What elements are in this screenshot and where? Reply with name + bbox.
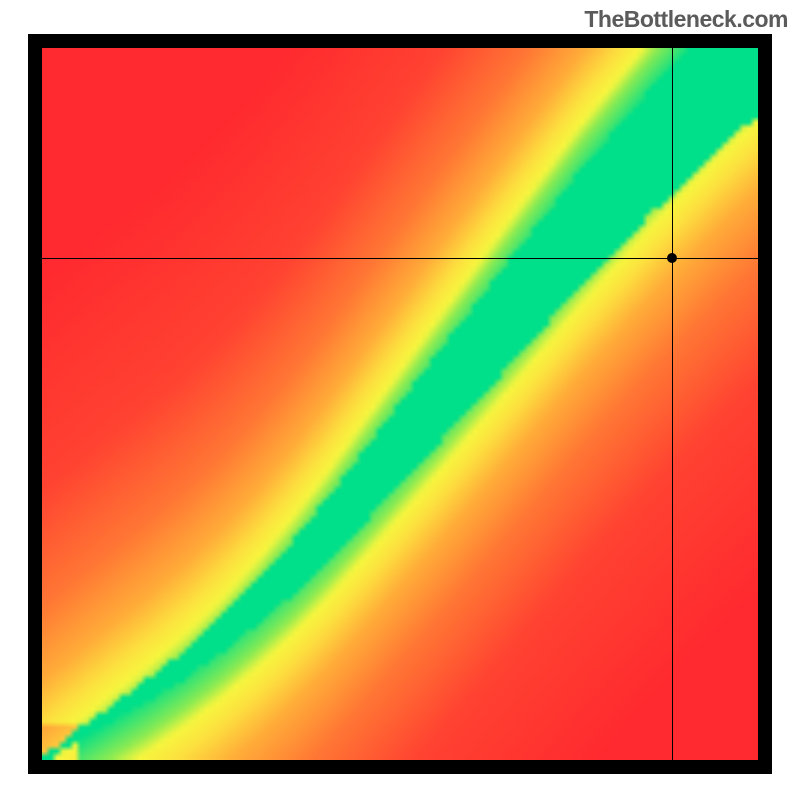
attribution-text: TheBottleneck.com [584, 6, 788, 33]
heatmap-canvas [42, 48, 758, 760]
bottleneck-heatmap [28, 34, 772, 774]
crosshair-point [667, 253, 677, 263]
crosshair-horizontal [42, 258, 758, 259]
crosshair-vertical [672, 48, 673, 760]
